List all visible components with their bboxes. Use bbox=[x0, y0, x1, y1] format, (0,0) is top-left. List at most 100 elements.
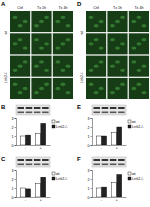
blot-band bbox=[26, 107, 33, 109]
panel-label: D bbox=[77, 1, 82, 7]
cell-signal bbox=[66, 38, 71, 41]
blot bbox=[16, 157, 50, 167]
tick-mark bbox=[91, 136, 93, 137]
bar bbox=[102, 136, 107, 145]
tick-label: 1 bbox=[88, 135, 90, 139]
cell-signal bbox=[39, 60, 44, 63]
blot-band bbox=[118, 164, 125, 166]
micrograph-tile bbox=[31, 33, 51, 54]
cell-signal bbox=[39, 46, 44, 49]
column-header: Tx 1h bbox=[113, 6, 122, 10]
micrograph-tile bbox=[107, 33, 127, 54]
tick: 3 bbox=[12, 117, 17, 121]
tick-label: 0 bbox=[88, 144, 90, 148]
tick-mark bbox=[15, 197, 17, 198]
cell-signal bbox=[44, 83, 49, 86]
tick: + bbox=[39, 145, 42, 150]
tick-mark bbox=[15, 188, 17, 189]
cell-signal bbox=[13, 42, 18, 45]
bar bbox=[111, 132, 116, 145]
blot bbox=[92, 157, 126, 167]
legend-label: wt bbox=[132, 172, 136, 176]
blot-band bbox=[34, 164, 41, 166]
tick-label: 3 bbox=[12, 117, 14, 121]
blot-band bbox=[102, 164, 109, 166]
bar bbox=[35, 184, 40, 198]
cell-signal bbox=[120, 69, 125, 72]
bar-chart-panel: F0123-+wtLrrk2-/- bbox=[77, 156, 144, 202]
cell-signal bbox=[13, 69, 18, 72]
x-axis: -+ bbox=[17, 197, 51, 202]
cell-signal bbox=[142, 64, 147, 67]
cell-signal bbox=[39, 20, 44, 23]
blot-band bbox=[110, 112, 117, 114]
tick-label: 2 bbox=[12, 126, 14, 130]
tick-label: 2 bbox=[88, 178, 90, 182]
x-axis: -+ bbox=[93, 145, 127, 150]
cell-signal bbox=[142, 91, 147, 94]
blot-band bbox=[18, 107, 25, 109]
panel-label: B bbox=[1, 104, 6, 110]
blot-band bbox=[26, 112, 33, 114]
cell-signal bbox=[120, 16, 125, 19]
legend-swatch bbox=[52, 120, 55, 123]
legend-swatch bbox=[128, 177, 131, 180]
cell-signal bbox=[131, 46, 136, 49]
blot-band bbox=[110, 164, 117, 166]
cell-signal bbox=[142, 38, 147, 41]
row-label: Lrrk2-/- bbox=[80, 71, 84, 83]
y-axis: 0123 bbox=[12, 117, 17, 148]
cell-signal bbox=[110, 24, 115, 27]
tick-label: - bbox=[101, 197, 103, 202]
tick: 2 bbox=[88, 178, 93, 182]
tick: + bbox=[115, 197, 118, 202]
tick: 2 bbox=[12, 126, 17, 130]
micrograph-tile bbox=[129, 78, 149, 99]
legend-label: wt bbox=[56, 172, 60, 176]
y-axis: 0123 bbox=[88, 117, 93, 148]
tick: 0 bbox=[88, 196, 93, 200]
cell-signal bbox=[136, 16, 141, 19]
legend-swatch bbox=[128, 120, 131, 123]
legend: wtLrrk2-/- bbox=[128, 120, 144, 129]
cell-signal bbox=[120, 83, 125, 86]
blot-band bbox=[42, 164, 49, 166]
tick: 1 bbox=[88, 187, 93, 191]
cell-signal bbox=[55, 87, 60, 90]
tick-mark bbox=[91, 188, 93, 189]
blot-band bbox=[118, 107, 125, 109]
tick-mark bbox=[91, 179, 93, 180]
tick: - bbox=[25, 197, 27, 202]
cell-signal bbox=[66, 24, 71, 27]
micrograph-tile bbox=[31, 78, 51, 99]
legend-label: Lrrk2-/- bbox=[132, 125, 144, 129]
bar bbox=[41, 177, 46, 197]
cell-signal bbox=[44, 42, 49, 45]
cell-signal bbox=[89, 16, 94, 19]
cell-signal bbox=[115, 87, 120, 90]
cell-signal bbox=[44, 16, 49, 19]
legend: wtLrrk2-/- bbox=[52, 120, 68, 129]
cell-signal bbox=[94, 91, 99, 94]
bar bbox=[20, 188, 25, 197]
legend-label: Lrrk2-/- bbox=[56, 177, 68, 181]
cell-signal bbox=[115, 60, 120, 63]
blot bbox=[16, 105, 50, 115]
micrograph-tile bbox=[86, 56, 106, 77]
micrograph-tile bbox=[10, 11, 30, 32]
tick-mark bbox=[15, 170, 17, 171]
blot-band bbox=[26, 159, 33, 161]
micrograph-tile bbox=[53, 33, 73, 54]
tick-label: + bbox=[39, 145, 42, 150]
row-label: wt bbox=[80, 31, 84, 35]
blot-band bbox=[42, 159, 49, 161]
bar bbox=[26, 135, 31, 145]
blot-band bbox=[34, 112, 41, 114]
cell-signal bbox=[136, 42, 141, 45]
micrograph-tile bbox=[107, 56, 127, 77]
tick: 3 bbox=[12, 169, 17, 173]
blot-band bbox=[42, 112, 49, 114]
bar bbox=[111, 183, 116, 197]
cell-signal bbox=[131, 87, 136, 90]
tick-label: + bbox=[115, 145, 118, 150]
